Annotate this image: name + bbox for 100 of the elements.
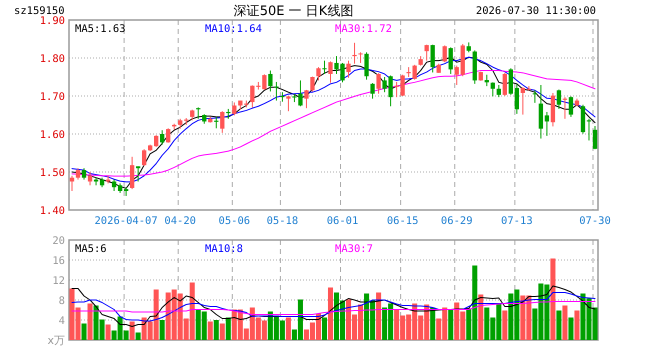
candlestick: [478, 71, 483, 82]
y-tick-label: 1.40: [40, 205, 65, 217]
candlestick: [484, 74, 489, 87]
bar: [106, 324, 111, 340]
candlestick: [592, 126, 598, 150]
bar: [478, 294, 484, 340]
bar: [220, 324, 225, 340]
text: sz159150: [14, 5, 65, 17]
bar: [376, 292, 382, 340]
bar: [286, 318, 291, 340]
bar: [574, 310, 580, 340]
text: MA30:7: [335, 243, 373, 255]
candlestick: [556, 89, 562, 110]
bar: [448, 310, 454, 340]
x-tick-label: 06-01: [326, 215, 358, 227]
candlestick: [532, 90, 538, 104]
candlestick: [70, 175, 74, 192]
bar: [550, 258, 556, 340]
text: MA10:8: [205, 243, 243, 255]
bar: [136, 332, 141, 340]
bar: [82, 324, 87, 340]
x-tick-label: 05-18: [266, 215, 298, 227]
x-tick-label: 2026-04-07: [94, 215, 158, 227]
y-tick-label: 1.70: [40, 91, 65, 103]
line-series: [72, 292, 596, 322]
candlestick: [340, 62, 345, 83]
candlestick: [322, 60, 327, 74]
candlestick: [334, 56, 339, 74]
candlestick: [562, 96, 568, 120]
bar: [88, 304, 93, 340]
bar: [328, 288, 334, 340]
candlestick: [232, 102, 236, 116]
candlestick: [202, 114, 206, 124]
text: 2026-07-30 11:30:00: [476, 5, 596, 17]
x-tick-label: 04-20: [164, 215, 196, 227]
candlestick: [364, 52, 369, 80]
candlestick: [448, 46, 453, 74]
x-tick-label: 06-29: [440, 215, 473, 227]
bar: [208, 322, 213, 340]
y-tick-label: 8: [58, 295, 65, 307]
y-axis-title: x万: [47, 334, 65, 347]
candlestick: [130, 156, 134, 190]
candlestick: [142, 148, 146, 166]
candlestick: [496, 84, 501, 98]
candlestick: [376, 72, 381, 94]
bar: [562, 306, 568, 340]
candlestick: [214, 116, 218, 129]
bar: [226, 318, 231, 340]
candlestick: [418, 56, 423, 66]
bar: [568, 318, 574, 340]
candlestick: [76, 168, 80, 180]
candlestick: [298, 80, 303, 107]
candlestick: [226, 108, 230, 120]
candlestick: [436, 63, 441, 74]
candlestick: [310, 76, 315, 92]
text: MA30:1.72: [335, 23, 392, 35]
bar: [214, 320, 219, 340]
y-tick-label: 12: [52, 275, 65, 287]
bar: [556, 310, 562, 340]
chart-title: 深证50E 一 日K线图: [234, 4, 354, 19]
candlestick: [466, 42, 471, 53]
candlestick: [424, 44, 429, 62]
text: MA5:1.63: [75, 23, 126, 35]
bar: [160, 320, 165, 340]
x-tick-label: 05-06: [218, 215, 250, 227]
text: MA5:6: [75, 243, 107, 255]
y-tick-label: 16: [52, 255, 65, 267]
candlestick: [82, 168, 86, 180]
candlestick: [196, 106, 200, 120]
candlestick: [190, 109, 194, 121]
y-tick-label: 4: [58, 315, 65, 327]
candlestick: [280, 92, 285, 102]
candlestick: [568, 96, 574, 118]
y-tick-label: 1.60: [40, 129, 65, 141]
y-tick-label: 20: [52, 235, 65, 247]
bar: [430, 308, 436, 340]
candlestick: [490, 82, 495, 97]
candlestick: [268, 70, 273, 92]
candlestick: [442, 44, 447, 63]
candlestick: [274, 81, 279, 102]
candlestick: [502, 72, 507, 96]
bar: [502, 310, 508, 340]
candlestick: [346, 60, 351, 78]
candlestick: [178, 118, 182, 130]
candlestick: [328, 60, 333, 84]
text: MA10:1.64: [205, 23, 262, 35]
line-series: [72, 301, 596, 315]
candlestick: [160, 130, 164, 146]
y-tick-label: 1.50: [40, 167, 65, 179]
candlestick: [430, 44, 435, 73]
candlestick: [220, 110, 224, 134]
candlestick: [166, 128, 170, 144]
bar: [322, 318, 328, 340]
line-series: [72, 286, 596, 327]
x-tick-label: 07-13: [501, 215, 533, 227]
x-tick-label: 07-30: [579, 215, 611, 227]
y-tick-label: 1.80: [40, 53, 65, 65]
candlestick: [100, 177, 104, 188]
bar: [130, 322, 135, 340]
y-tick-label: 1.90: [40, 15, 65, 27]
